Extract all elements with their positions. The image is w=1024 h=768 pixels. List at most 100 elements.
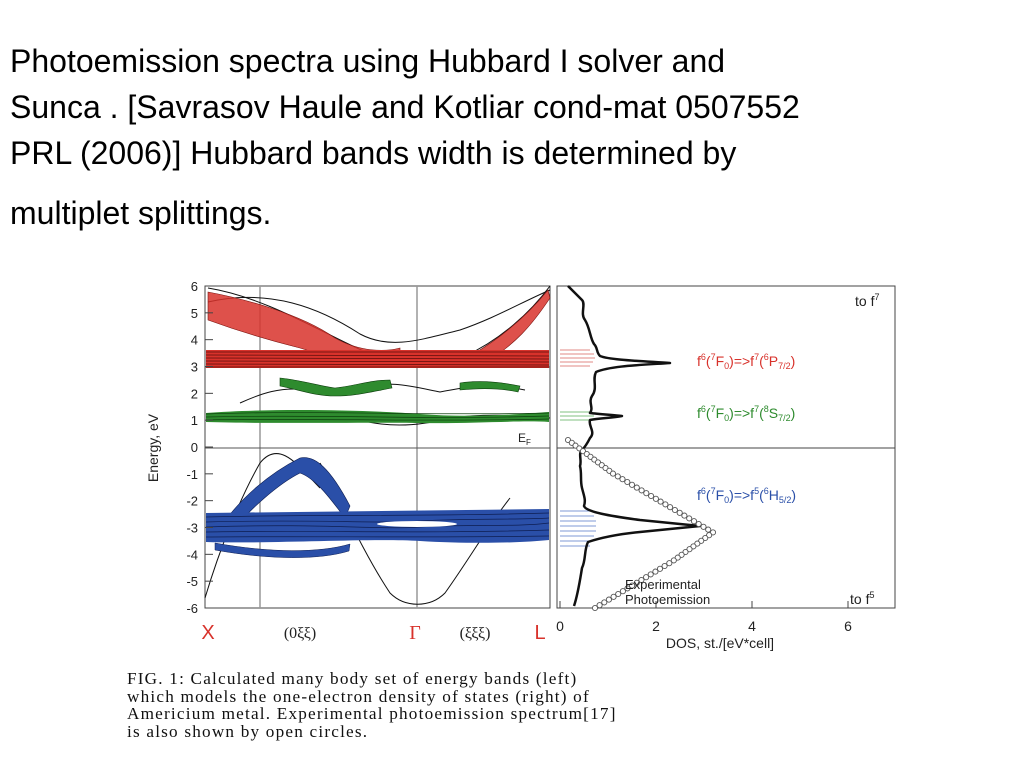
experimental-point xyxy=(662,501,669,508)
blue-band-gap xyxy=(377,521,457,527)
y-axis-ticks: 6 5 4 3 2 1 0 -1 -2 -3 -4 -5 -6 xyxy=(186,279,213,616)
figure: 6 5 4 3 2 1 0 -1 -2 -3 -4 -5 -6 Energy, eV EF X (0ξξ… xyxy=(120,268,920,668)
experimental-point xyxy=(615,590,622,598)
caption-line-2: which models the one-electron density of… xyxy=(127,686,590,706)
y-tick-label: -2 xyxy=(186,494,198,509)
title-line-1: Photoemission spectra using Hubbard I so… xyxy=(10,43,726,79)
red-band-block xyxy=(206,350,549,368)
experimental-point xyxy=(628,481,636,488)
experimental-point xyxy=(681,512,688,519)
title-line-3: PRL (2006)] Hubbard bands width is deter… xyxy=(10,135,737,171)
red-band-lines xyxy=(205,351,550,368)
experimental-point xyxy=(624,478,631,486)
experimental-point xyxy=(661,562,668,570)
y-tick-label: 3 xyxy=(191,360,198,375)
blue-marker-lines xyxy=(560,510,596,547)
to-f7-label: to f7 xyxy=(855,292,879,309)
x-tick-label: 4 xyxy=(748,618,756,634)
figure-caption: FIG. 1: Calculated many body set of ener… xyxy=(127,670,927,740)
to-f5-label: to f5 xyxy=(850,590,874,607)
experimental-label-1: Experimental xyxy=(625,577,701,592)
y-tick-label: 0 xyxy=(191,440,198,455)
caption-line-1: FIG. 1: Calculated many body set of ener… xyxy=(127,669,578,688)
green-band-upper xyxy=(279,377,393,397)
dos-panel: 0 2 4 6 DOS, st./[eV*cell] to f7 to f5 Expe… xyxy=(556,285,896,651)
dos-theory-curve xyxy=(567,285,702,607)
caption-line-3: Americium metal. Experimental photoemiss… xyxy=(127,704,617,724)
slide-title: Photoemission spectra using Hubbard I so… xyxy=(10,38,1010,236)
x-axis-ticks: 0 2 4 6 xyxy=(556,601,852,634)
k-label-delta: (0ξξ) xyxy=(284,625,316,642)
x-tick-label: 2 xyxy=(652,618,660,634)
experimental-point xyxy=(643,574,650,581)
experimental-point xyxy=(609,470,617,477)
experimental-point xyxy=(670,557,677,564)
y-tick-label: 4 xyxy=(191,333,198,348)
experimental-point xyxy=(619,476,626,483)
transition-label: f6(7F0)=>f7(6P7/2) xyxy=(697,352,795,371)
red-band-right xyxy=(474,289,551,361)
bands-panel: 6 5 4 3 2 1 0 -1 -2 -3 -4 -5 -6 Energy, eV EF X (0ξξ… xyxy=(145,279,551,644)
k-label-lambda: (ξξξ) xyxy=(460,625,491,642)
experimental-point xyxy=(676,509,683,516)
y-tick-label: -4 xyxy=(186,547,198,562)
y-tick-label: -1 xyxy=(186,467,198,482)
transition-label: f6(7F0)=>f5(6H5/2) xyxy=(697,486,796,505)
y-tick-label: -5 xyxy=(186,574,198,589)
experimental-point xyxy=(702,534,709,542)
experimental-point xyxy=(667,504,674,511)
blue-band-block xyxy=(206,509,549,543)
y-tick-label: 2 xyxy=(191,386,198,401)
k-label-gamma: Γ xyxy=(409,622,421,644)
transition-labels: f6(7F0)=>f7(6P7/2) f6(7F0)=>f7(8S7/2) f6(7… xyxy=(697,352,796,505)
y-axis-label: Energy, eV xyxy=(145,413,161,482)
y-tick-label: -3 xyxy=(186,521,198,536)
experimental-point xyxy=(614,473,621,480)
y-tick-label: 6 xyxy=(191,279,198,294)
x-tick-label: 6 xyxy=(844,618,852,634)
experimental-point xyxy=(686,515,693,522)
caption-line-4: is also shown by open circles. xyxy=(127,721,369,741)
experimental-point xyxy=(700,523,707,530)
figure-svg: 6 5 4 3 2 1 0 -1 -2 -3 -4 -5 -6 Energy, eV EF X (0ξξ… xyxy=(145,279,896,651)
k-label-x: X xyxy=(201,622,214,644)
y-tick-label: 5 xyxy=(191,306,198,321)
experimental-point xyxy=(690,518,698,525)
experimental-point xyxy=(657,498,664,505)
green-marker-lines xyxy=(560,411,594,421)
y-tick-label: 1 xyxy=(191,413,198,428)
experimental-point xyxy=(624,585,631,592)
experimental-point xyxy=(643,490,650,497)
red-marker-lines xyxy=(560,349,595,367)
y-tick-label: -6 xyxy=(186,601,198,616)
experimental-point xyxy=(671,506,678,514)
k-label-l: L xyxy=(534,622,545,644)
experimental-point xyxy=(652,568,659,575)
experimental-point xyxy=(633,484,640,491)
x-axis-label: DOS, st./[eV*cell] xyxy=(666,635,774,651)
experimental-point xyxy=(705,526,712,533)
experimental-point xyxy=(596,602,603,609)
experimental-point xyxy=(648,492,655,500)
experimental-point xyxy=(610,593,617,600)
green-band-upper-right xyxy=(459,381,521,393)
transition-label: f6(7F0)=>f7(8S7/2) xyxy=(697,404,795,423)
experimental-circles xyxy=(564,436,717,612)
experimental-label-2: Photoemission xyxy=(625,592,710,607)
experimental-point xyxy=(666,560,673,567)
experimental-point xyxy=(633,579,640,586)
experimental-point xyxy=(647,571,654,578)
experimental-point xyxy=(656,565,664,572)
fermi-label: EF xyxy=(518,431,531,447)
experimental-point xyxy=(601,599,608,606)
experimental-point xyxy=(629,582,636,589)
experimental-point xyxy=(686,546,693,553)
experimental-point xyxy=(695,520,702,528)
blue-band-bottom xyxy=(214,542,351,558)
green-band-lines xyxy=(205,412,550,421)
experimental-point xyxy=(638,576,645,584)
band-curve xyxy=(207,289,551,343)
band-group-blue xyxy=(205,457,550,558)
band-group-red xyxy=(205,289,551,368)
experimental-point xyxy=(605,596,612,603)
